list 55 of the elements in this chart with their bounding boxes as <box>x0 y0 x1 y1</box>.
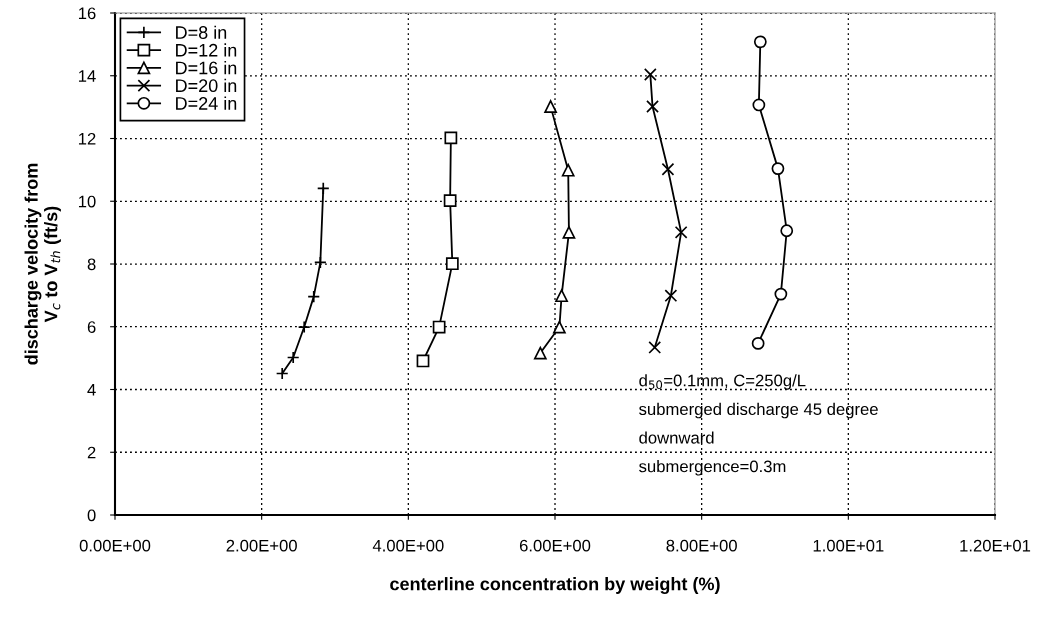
point <box>674 225 688 239</box>
x-tick-label: 8.00E+00 <box>666 539 737 552</box>
annotation: submerged discharge 45 degree <box>639 402 878 419</box>
x-tick-label: 4.00E+00 <box>372 539 444 552</box>
legend-label: D=20 in <box>176 78 237 93</box>
point <box>533 346 547 360</box>
x-tick-label: 1.20E+01 <box>960 539 1031 552</box>
point <box>562 225 576 239</box>
y-tick-label: 12 <box>78 132 96 145</box>
point <box>751 336 765 350</box>
y-tick-label: 10 <box>78 195 96 208</box>
point <box>661 162 675 176</box>
point <box>561 163 575 177</box>
x-axis-title: centerline concentration by weight (%) <box>390 577 720 594</box>
point <box>780 224 794 238</box>
y-tick-label: 16 <box>78 7 96 20</box>
y-tick-label: 2 <box>87 446 96 459</box>
point <box>553 320 566 334</box>
annotation: d$_{50}$=0.1mm, C=250g/L <box>639 374 806 390</box>
x-tick-label: 0.00E+00 <box>79 539 151 552</box>
point <box>648 341 662 354</box>
point <box>753 35 767 49</box>
x-tick-label: 2.00E+00 <box>226 539 297 552</box>
point <box>771 162 785 176</box>
point <box>752 98 766 112</box>
point <box>416 354 430 368</box>
y-axis-title: discharge velocity from V$_{c}$ to V$_{th}$ (ft/s) <box>24 163 61 365</box>
point <box>646 100 659 113</box>
annotation: downward <box>639 431 714 444</box>
point <box>313 256 327 269</box>
point <box>307 290 321 304</box>
x-tick-label: 6.00E+00 <box>519 539 591 552</box>
point <box>275 367 289 380</box>
point <box>444 131 458 145</box>
x-tick-label: 1.00E+01 <box>813 539 884 552</box>
legend-label: D=8 in <box>176 25 227 39</box>
point <box>544 100 557 113</box>
point <box>643 68 657 81</box>
annotation: submergence=0.3m <box>639 460 786 476</box>
y-tick-label: 0 <box>87 509 96 522</box>
y-tick-label: 8 <box>87 258 96 271</box>
point <box>432 320 446 334</box>
point <box>316 181 330 195</box>
point <box>664 289 678 303</box>
point <box>555 289 568 303</box>
y-tick-label: 6 <box>87 321 96 333</box>
point <box>774 287 788 301</box>
legend-label: D=24 in <box>176 96 237 110</box>
y-tick-label: 14 <box>78 70 96 82</box>
point <box>445 257 459 271</box>
legend-label: D=16 in <box>176 61 237 75</box>
point <box>443 194 457 208</box>
point <box>286 351 300 364</box>
legend-label: D=12 in <box>176 43 237 57</box>
y-tick-label: 4 <box>87 384 96 396</box>
